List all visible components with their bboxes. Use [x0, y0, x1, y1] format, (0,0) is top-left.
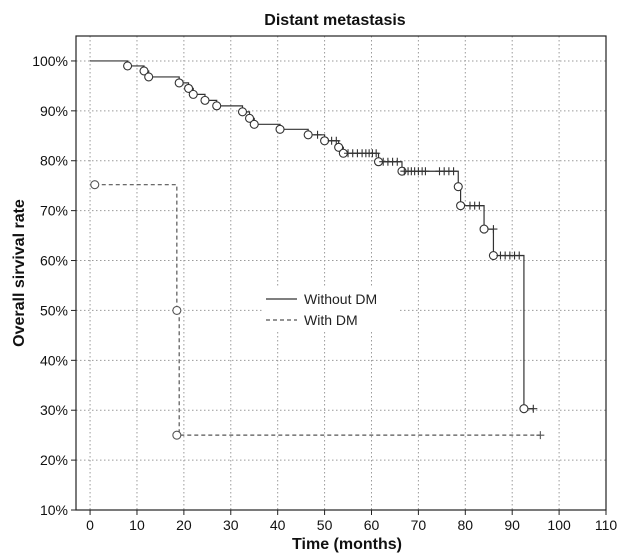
event-marker-without-dm — [123, 61, 133, 71]
x-tick-label: 0 — [86, 517, 94, 533]
x-tick-label: 110 — [595, 517, 618, 533]
y-tick-label: 100% — [32, 53, 68, 69]
x-axis-label: Time (months) — [292, 536, 402, 553]
censor-marker-with-dm — [536, 431, 545, 440]
censor-marker-without-dm — [529, 404, 538, 413]
event-marker-with-dm — [90, 180, 100, 190]
event-marker-without-dm — [200, 95, 210, 105]
x-tick-label: 30 — [223, 517, 239, 533]
x-tick-label: 10 — [129, 517, 145, 533]
x-tick-label: 20 — [176, 517, 192, 533]
censor-marker-without-dm — [393, 157, 402, 166]
legend-label-with-dm: With DM — [304, 312, 358, 328]
event-marker-without-dm — [479, 224, 489, 234]
y-tick-label: 10% — [40, 502, 68, 518]
event-marker-without-dm — [249, 119, 259, 129]
legend-label-without-dm: Without DM — [304, 291, 377, 307]
legend: Without DM With DM — [262, 288, 398, 332]
event-marker-without-dm — [453, 182, 463, 192]
y-tick-label: 50% — [40, 302, 68, 318]
event-marker-without-dm — [237, 107, 248, 117]
event-marker-without-dm — [244, 113, 255, 123]
y-tick-label: 20% — [40, 452, 68, 468]
x-tick-label: 90 — [504, 517, 520, 533]
y-tick-labels: 10% 20% 30% 40% 50% 60% 70% 80% 90% 100% — [32, 53, 68, 518]
event-marker-without-dm — [275, 124, 285, 134]
y-tick-label: 60% — [40, 253, 68, 269]
x-tick-label: 100 — [547, 517, 571, 533]
event-marker-without-dm — [212, 101, 222, 111]
event-marker-without-dm — [519, 404, 529, 414]
event-marker-without-dm — [139, 66, 149, 76]
y-tick-label: 40% — [40, 352, 68, 368]
event-marker-without-dm — [174, 78, 184, 88]
event-marker-without-dm — [188, 89, 198, 99]
curve-markers — [90, 61, 545, 440]
censor-marker-without-dm — [313, 130, 322, 139]
axis-ticks — [71, 60, 607, 515]
event-marker-without-dm — [456, 201, 466, 211]
censor-marker-without-dm — [475, 201, 484, 210]
y-tick-label: 80% — [40, 153, 68, 169]
event-marker-with-dm — [172, 305, 182, 315]
censor-marker-without-dm — [489, 225, 498, 234]
censor-marker-without-dm — [515, 251, 524, 260]
y-axis-label: Overall sirvival rate — [11, 199, 28, 347]
x-tick-label: 50 — [317, 517, 333, 533]
x-tick-label: 80 — [458, 517, 474, 533]
event-marker-without-dm — [184, 83, 194, 93]
legend-box — [262, 288, 398, 332]
y-tick-label: 70% — [40, 203, 68, 219]
chart-title: Distant metastasis — [264, 12, 405, 29]
curve-with-dm — [94, 184, 541, 436]
x-tick-label: 70 — [411, 517, 427, 533]
event-marker-without-dm — [303, 130, 313, 140]
event-marker-without-dm — [320, 136, 330, 146]
y-tick-label: 30% — [40, 402, 68, 418]
censor-marker-without-dm — [332, 136, 341, 145]
censor-marker-without-dm — [449, 167, 458, 176]
event-marker-with-dm — [172, 430, 182, 440]
plot-frame — [75, 35, 607, 511]
x-tick-label: 60 — [364, 517, 380, 533]
censor-marker-without-dm — [421, 167, 430, 176]
event-marker-without-dm — [488, 250, 498, 261]
event-marker-without-dm — [144, 72, 154, 82]
x-tick-labels: 0 10 20 30 40 50 60 70 80 90 100 110 — [86, 517, 617, 533]
censor-marker-without-dm — [372, 149, 381, 158]
event-marker-without-dm — [334, 142, 344, 152]
y-tick-label: 90% — [40, 103, 68, 119]
x-tick-label: 40 — [270, 517, 286, 533]
